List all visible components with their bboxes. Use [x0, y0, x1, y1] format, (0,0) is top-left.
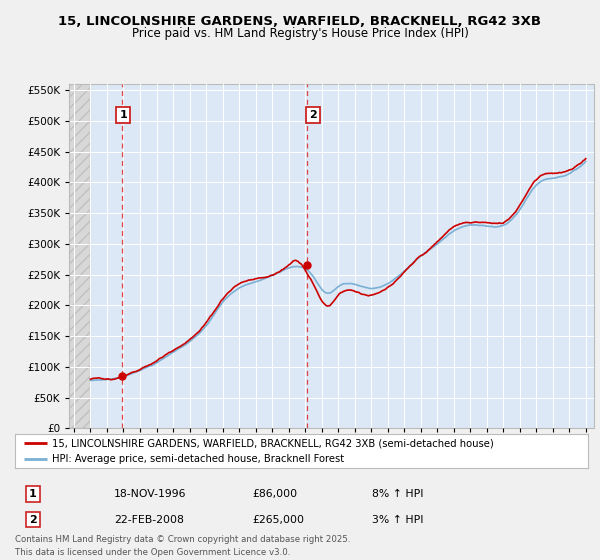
Text: 18-NOV-1996: 18-NOV-1996: [114, 489, 187, 499]
Text: 1: 1: [119, 110, 127, 120]
Bar: [69, 84, 91, 428]
Text: 22-FEB-2008: 22-FEB-2008: [114, 515, 184, 525]
Text: 3% ↑ HPI: 3% ↑ HPI: [372, 515, 424, 525]
Text: 1: 1: [29, 489, 37, 499]
Text: Contains HM Land Registry data © Crown copyright and database right 2025.
This d: Contains HM Land Registry data © Crown c…: [15, 535, 350, 557]
Text: £265,000: £265,000: [252, 515, 304, 525]
Bar: [69, 84, 91, 428]
Text: HPI: Average price, semi-detached house, Bracknell Forest: HPI: Average price, semi-detached house,…: [52, 454, 344, 464]
Text: 15, LINCOLNSHIRE GARDENS, WARFIELD, BRACKNELL, RG42 3XB (semi-detached house): 15, LINCOLNSHIRE GARDENS, WARFIELD, BRAC…: [52, 438, 494, 448]
Text: Price paid vs. HM Land Registry's House Price Index (HPI): Price paid vs. HM Land Registry's House …: [131, 27, 469, 40]
Text: 15, LINCOLNSHIRE GARDENS, WARFIELD, BRACKNELL, RG42 3XB: 15, LINCOLNSHIRE GARDENS, WARFIELD, BRAC…: [59, 15, 542, 28]
Text: £86,000: £86,000: [252, 489, 297, 499]
Text: 2: 2: [29, 515, 37, 525]
Text: 8% ↑ HPI: 8% ↑ HPI: [372, 489, 424, 499]
Text: 2: 2: [309, 110, 317, 120]
